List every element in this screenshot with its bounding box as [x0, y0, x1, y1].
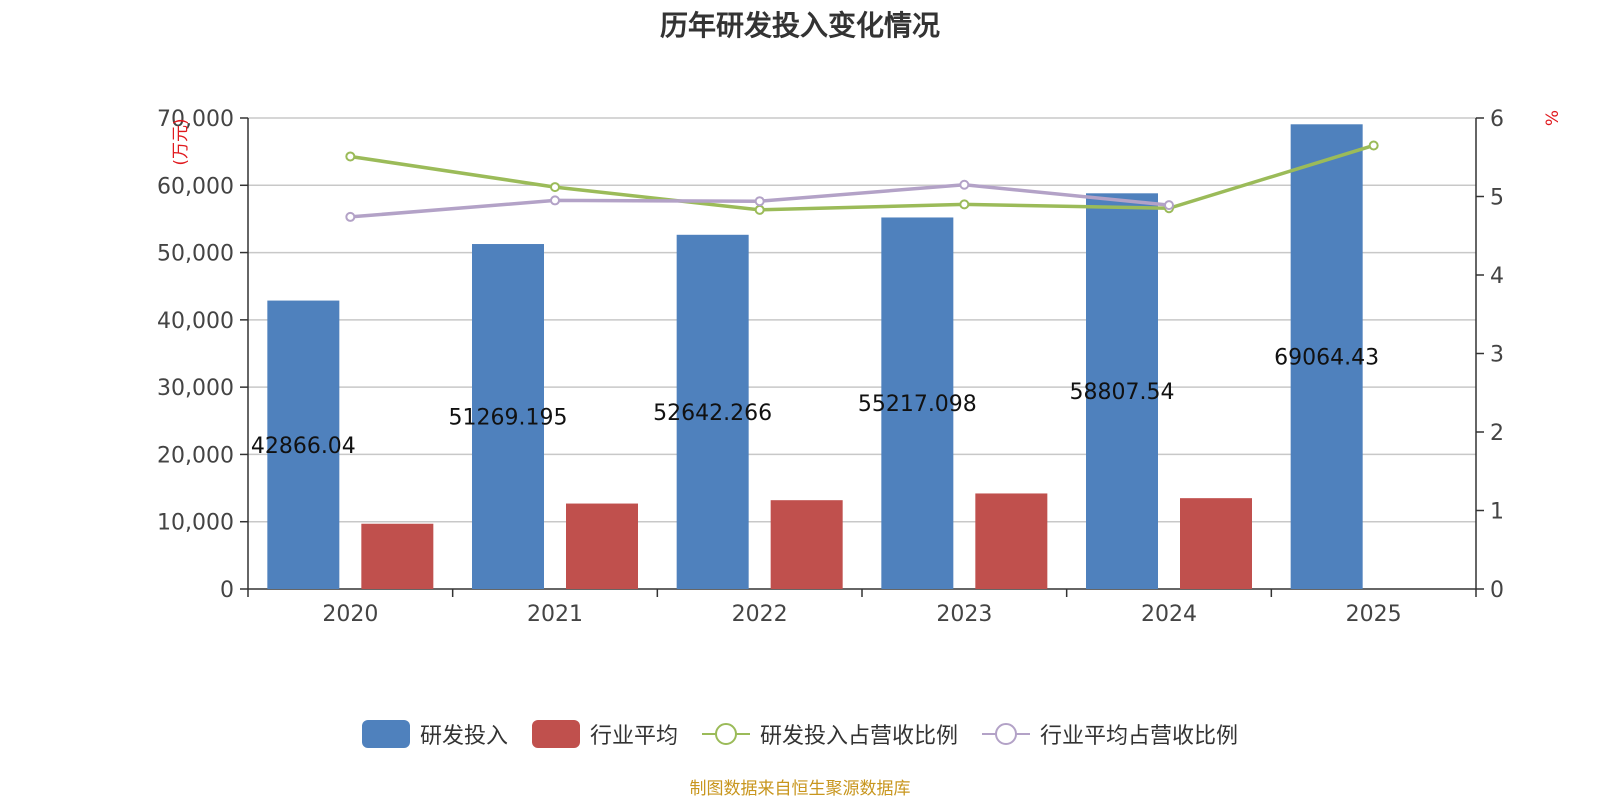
bar [472, 244, 544, 589]
line-point [550, 182, 560, 193]
right-tick-label: 4 [1490, 264, 1504, 289]
legend-swatch [531, 720, 580, 748]
left-tick-label: 60,000 [157, 174, 234, 199]
bar [1180, 498, 1252, 589]
bar [770, 500, 843, 589]
legend: 研发投入 行业平均 研发投入占营收比例 行业平均占营收比例 [0, 718, 1600, 750]
line-point [1368, 140, 1379, 151]
right-tick-label: 1 [1490, 500, 1504, 525]
chart-title: 历年研发投入变化情况 [659, 9, 940, 42]
legend-label: 行业平均 [589, 724, 678, 749]
source-note: 制图数据来自恒生聚源数据库 [689, 779, 911, 799]
x-tick-label: 2021 [527, 602, 583, 627]
legend-item[interactable]: 研发投入 [361, 718, 508, 750]
x-tick-label: 2020 [322, 602, 378, 627]
legend-label: 研发投入占营收比例 [760, 724, 959, 749]
right-tick-label: 5 [1490, 186, 1504, 211]
x-tick-label: 2025 [1346, 602, 1402, 627]
legend-swatch-marker [995, 723, 1018, 745]
bar [566, 503, 638, 589]
line-point [345, 211, 356, 222]
right-axis-label: % [1543, 110, 1563, 126]
line-point [754, 196, 765, 207]
left-tick-label: 40,000 [157, 309, 234, 334]
legend-item[interactable]: 行业平均 [531, 718, 678, 750]
line-point [959, 179, 970, 190]
legend-swatch [361, 720, 410, 748]
data-label: 51269.195 [449, 406, 568, 431]
line-point [754, 204, 765, 215]
legend-item[interactable]: 行业平均占营收比例 [982, 718, 1238, 750]
left-tick-label: 50,000 [157, 242, 234, 267]
legend-label: 研发投入 [419, 724, 508, 749]
line-layer [345, 140, 1379, 222]
legend-swatch-marker [715, 723, 737, 745]
x-tick-label: 2024 [1141, 602, 1197, 627]
data-label: 69064.43 [1274, 346, 1379, 371]
legend-item[interactable]: 研发投入占营收比例 [702, 718, 958, 750]
left-tick-label: 20,000 [157, 443, 234, 468]
right-tick-label: 0 [1490, 578, 1504, 603]
series-line [350, 143, 1375, 212]
bar [881, 217, 954, 589]
left-tick-label: 70,000 [157, 107, 234, 132]
bar [975, 493, 1048, 589]
bar [267, 300, 340, 589]
bar [1290, 124, 1363, 590]
bar [1086, 193, 1158, 589]
line-point [1164, 200, 1174, 211]
bar [676, 234, 749, 589]
right-tick-label: 6 [1490, 107, 1504, 132]
data-label: 42866.04 [251, 434, 356, 459]
line-point [345, 151, 356, 162]
data-label: 52642.266 [653, 401, 772, 426]
right-tick-label: 2 [1490, 421, 1504, 446]
legend-swatch [702, 723, 750, 745]
data-label: 55217.098 [858, 392, 977, 417]
legend-swatch [982, 723, 1031, 745]
axis-layer: 0 10,000 20,000 30,000 40,000 50,000 60,000 70,… [157, 107, 1563, 627]
left-axis-label: (万元) [171, 118, 191, 165]
right-tick-label: 3 [1490, 343, 1504, 368]
line-point [550, 195, 560, 206]
data-label: 58807.54 [1070, 380, 1175, 405]
x-tick-label: 2023 [936, 602, 992, 627]
x-tick-label: 2022 [732, 602, 788, 627]
left-tick-label: 0 [220, 578, 234, 603]
label-layer: 42866.04 51269.195 52642.266 55217.098 58807… [251, 346, 1379, 459]
legend-label: 行业平均占营收比例 [1040, 724, 1239, 749]
bar [361, 523, 434, 589]
line-point [959, 199, 970, 210]
left-tick-label: 30,000 [157, 376, 234, 401]
grid-layer [248, 117, 1476, 523]
bar-layer [267, 124, 1363, 590]
left-tick-label: 10,000 [157, 511, 234, 536]
